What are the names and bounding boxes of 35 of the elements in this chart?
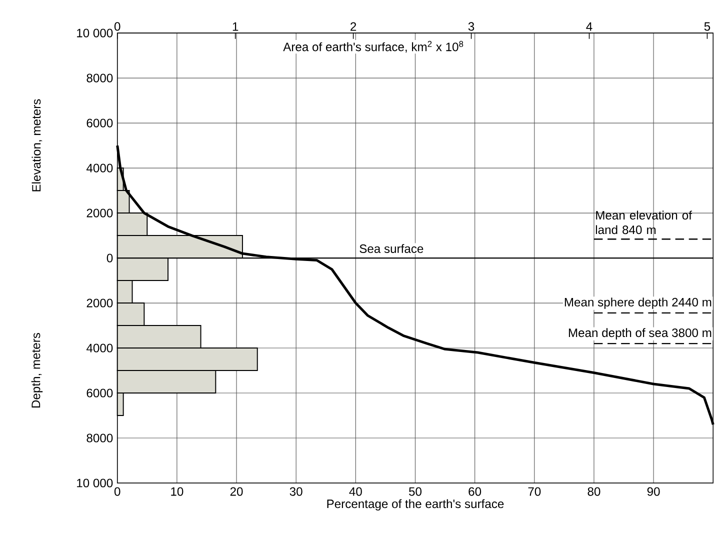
y-tick-label: 8000 bbox=[86, 434, 113, 443]
ref-line-label: Sea surface bbox=[360, 244, 424, 254]
x-tick-label: 40 bbox=[349, 487, 362, 496]
y-tick-label: 0 bbox=[106, 254, 113, 263]
x-tick-label: 80 bbox=[588, 487, 600, 496]
x2-tick-label: 0 bbox=[114, 22, 120, 31]
x-tick-label: 60 bbox=[468, 487, 482, 496]
x-tick-label: 10 bbox=[171, 487, 184, 496]
x2-tick-label: 2 bbox=[350, 22, 356, 31]
y-tick-label: 2000 bbox=[86, 208, 113, 218]
ref-line-label: Mean sphere depth 2440 m bbox=[564, 298, 712, 310]
y-tick-label: 10 000 bbox=[77, 478, 113, 488]
x-tick-label: 0 bbox=[114, 487, 120, 496]
y-tick-label: 4000 bbox=[86, 344, 113, 353]
x2-tick-label: 1 bbox=[232, 22, 238, 31]
y-tick-label: 6000 bbox=[86, 118, 113, 128]
x2-tick-label: 5 bbox=[704, 22, 710, 31]
x-tick-label: 90 bbox=[647, 487, 660, 496]
x-tick-label: 50 bbox=[408, 487, 422, 496]
text: Depth, meters bbox=[31, 333, 43, 408]
x-tick-label: 30 bbox=[290, 487, 302, 496]
y-tick-label: 2000 bbox=[86, 298, 113, 308]
x-tick-label: 20 bbox=[230, 487, 243, 496]
y-tick-label: 6000 bbox=[86, 388, 113, 398]
x2-tick-label: 3 bbox=[468, 22, 474, 31]
ref-line-label: Mean depth of sea 3800 m bbox=[568, 328, 712, 340]
y-axis-title: Elevation, meters bbox=[32, 99, 42, 192]
x2-tick-label: 4 bbox=[586, 22, 592, 31]
x-tick-label: 70 bbox=[528, 487, 541, 496]
y-tick-label: 4000 bbox=[86, 164, 113, 173]
x2-axis-title: Area of earth's surface, km$^{2}$ x 10$^{8}$ bbox=[283, 41, 464, 53]
y-tick-label: 8000 bbox=[86, 74, 113, 83]
y-tick-label: 10 000 bbox=[77, 28, 113, 38]
ref-line-label: Mean elevation of land 840 m bbox=[596, 210, 692, 234]
x-axis-title: Percentage of the earth's surface bbox=[327, 499, 504, 511]
